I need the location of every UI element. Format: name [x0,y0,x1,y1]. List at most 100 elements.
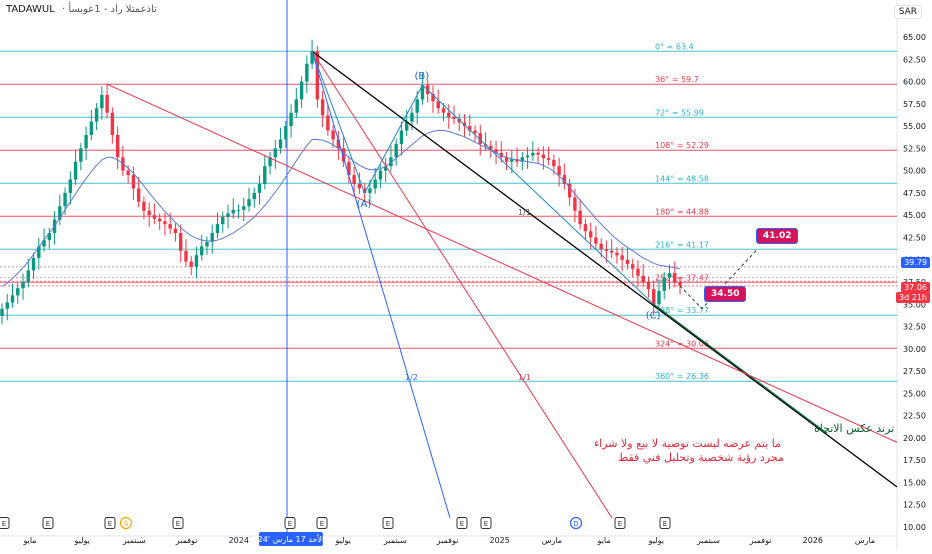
candle-body [389,157,393,167]
y-tick-label: 15.00 [903,478,926,487]
trend-line-black [311,50,898,488]
wave-label-a: (A) [357,199,372,210]
candle-body [404,121,409,131]
candle-body [200,246,204,256]
event-marker-label: E [288,520,292,528]
candle-body [268,157,272,167]
candle-body [252,192,256,200]
y-tick-label: 12.50 [903,501,926,510]
candle-body [126,170,130,176]
candle-body [646,282,651,290]
candle-body [504,157,509,162]
candle-body [205,241,209,247]
x-tick-label: 2026 [803,536,823,545]
event-marker-label: E [618,520,622,528]
y-tick-label: 22.50 [903,412,926,421]
fib-level-label: 72° = 55.99 [655,108,704,117]
y-tick-label: 65.00 [903,33,926,42]
candle-body [263,166,267,184]
candle-body [341,148,346,162]
target-high-box[interactable]: 41.02 [756,228,799,244]
candle-body [531,152,535,156]
candle-body [415,99,419,113]
candle-body [347,161,351,176]
x-tick-label: سبتمبر [696,536,720,545]
last-price-tag: 37.06 [901,282,930,293]
y-tick-label: 42.50 [903,233,926,242]
candle-body [394,143,398,158]
candle-body [583,224,588,232]
fib-level-label: 288° = 33.77 [655,306,709,315]
candle-body [378,170,383,180]
y-tick-label: 10.00 [903,523,926,532]
candle-body [320,99,325,116]
x-tick-label: يوليو [334,536,350,545]
y-tick-label: 27.50 [903,367,926,376]
prior-price-tag: 39.79 [901,257,930,268]
fib-level-label: 180° = 44.88 [655,207,709,216]
candle-body [420,85,425,100]
currency-button[interactable]: SAR [893,5,922,19]
candle-body [42,240,46,247]
candle-body [457,118,461,123]
event-marker [382,517,394,529]
wave-label-b: (B) [414,71,429,82]
fan-line-red [311,50,613,519]
x-tick-label: 2024 [229,536,249,545]
candle-body [636,268,640,276]
candle-body [552,159,556,167]
fan-label: 1/1 [518,208,531,217]
candle-body [152,215,157,219]
trend-line-red [106,83,898,443]
candle-body [494,149,498,153]
candle-body [294,99,299,113]
event-marker [659,517,671,529]
candle-body [557,166,561,176]
candle-body [604,249,609,251]
candle-body [510,159,514,162]
x-tick-label: مايو [22,536,36,545]
candle-body [678,282,682,286]
candle-body [536,152,540,155]
candle-body [100,94,104,109]
candle-body [625,259,630,265]
target-low-box[interactable]: 34.50 [704,286,747,302]
candle-body [131,175,136,189]
event-marker-label: E [663,520,667,528]
candle-body [47,233,52,241]
candle-body [630,264,635,269]
symbol-label[interactable]: TADAWUL [6,4,55,15]
x-tick-label: يوليو [648,536,664,545]
event-marker-label: E [386,520,390,528]
candle-body [147,210,151,216]
candle-body [79,148,83,162]
fib-level-label: 360° = 26.36 [655,372,709,381]
candle-body [142,201,146,211]
disclaimer-line-2: مجرد رؤية شخصية وتحليل فني فقط [618,451,784,464]
candle-body [257,184,262,193]
candle-body [289,112,293,127]
y-tick-label: 25.00 [903,389,926,398]
trend-line-green [653,303,828,434]
event-marker [172,517,184,529]
trend-reversal-label: ترند عكس الاتجاه [814,422,895,435]
symbol-subtitle: · تاذعمتلا راد - 1عوبسأ [61,4,157,15]
candle-body [231,209,235,214]
wave-label-c: (C) [646,310,661,321]
fib-level-label: 324° = 30.06 [655,339,709,348]
candle-body [588,231,593,238]
candle-body [284,126,288,140]
y-tick-label: 47.50 [903,189,926,198]
candle-body [520,157,525,162]
candle-body [189,261,193,267]
event-marker-label: E [108,520,112,528]
event-marker [42,517,54,529]
candle-body [63,192,67,207]
fan-label: 1/2 [405,373,418,382]
candle-body [662,277,666,291]
candle-body [615,252,619,256]
candle-body [26,270,30,282]
disclaimer-line-1: ما يتم عرضه ليست توصية لا بيع ولا شراء [594,437,781,450]
